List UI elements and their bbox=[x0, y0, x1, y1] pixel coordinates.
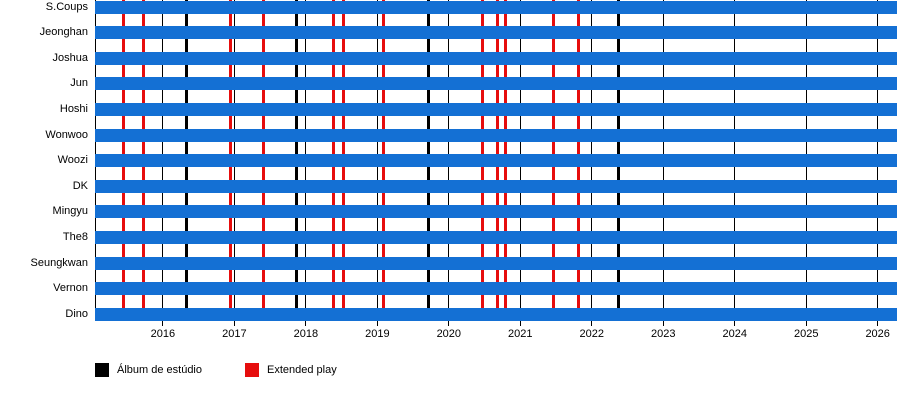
year-label: 2024 bbox=[722, 328, 747, 340]
legend-label-studio-album: Álbum de estúdio bbox=[117, 364, 202, 376]
member-bar-wonwoo bbox=[95, 128, 897, 142]
legend-item-extended-play: Extended play bbox=[245, 363, 337, 377]
year-tick bbox=[591, 321, 593, 326]
year-tick bbox=[734, 321, 736, 326]
member-label: Mingyu bbox=[52, 205, 88, 218]
year-tick bbox=[162, 321, 164, 326]
year-tick bbox=[233, 321, 235, 326]
member-bar-scoups bbox=[95, 0, 897, 14]
year-label: 2017 bbox=[222, 328, 247, 340]
member-bar-seungkwan bbox=[95, 256, 897, 270]
year-label: 2026 bbox=[865, 328, 890, 340]
member-bar-jeonghan bbox=[95, 26, 897, 40]
year-tick bbox=[519, 321, 521, 326]
member-labels-column: S.Coups Jeonghan Joshua Jun Hoshi Wonwoo Woozi… bbox=[0, 0, 89, 330]
member-label: Jun bbox=[70, 77, 88, 90]
member-bar-mingyu bbox=[95, 205, 897, 219]
member-label: Joshua bbox=[52, 51, 88, 64]
year-tick bbox=[805, 321, 807, 326]
member-label: The8 bbox=[62, 230, 88, 243]
member-bar-the8 bbox=[95, 230, 897, 244]
year-label: 2022 bbox=[579, 328, 605, 340]
member-bar-dk bbox=[95, 179, 897, 193]
year-tick bbox=[376, 321, 378, 326]
legend-label-extended-play: Extended play bbox=[267, 364, 337, 376]
member-bar-woozi bbox=[95, 154, 897, 168]
member-label: Woozi bbox=[57, 154, 88, 167]
year-tick bbox=[448, 321, 450, 326]
year-label: 2023 bbox=[651, 328, 676, 340]
year-label: 2020 bbox=[436, 328, 462, 340]
member-label: S.Coups bbox=[45, 0, 88, 13]
member-label: Dino bbox=[65, 307, 88, 320]
plot-area bbox=[95, 0, 897, 321]
member-label: Vernon bbox=[53, 282, 88, 295]
member-label: Hoshi bbox=[59, 102, 88, 115]
year-label: 2019 bbox=[365, 328, 390, 340]
member-bar-vernon bbox=[95, 282, 897, 296]
member-label: Seungkwan bbox=[30, 256, 89, 269]
member-label: DK bbox=[72, 179, 88, 192]
year-tick bbox=[877, 321, 879, 326]
extended-play-swatch bbox=[245, 363, 259, 377]
year-label: 2018 bbox=[293, 328, 319, 340]
year-label: 2025 bbox=[793, 328, 819, 340]
studio-album-swatch bbox=[95, 363, 109, 377]
member-bar-hoshi bbox=[95, 102, 897, 116]
year-tick bbox=[662, 321, 664, 326]
year-label: 2021 bbox=[508, 328, 533, 340]
year-label: 2016 bbox=[150, 328, 176, 340]
member-label: Wonwoo bbox=[45, 128, 88, 141]
member-label: Jeonghan bbox=[39, 26, 88, 39]
x-axis: 2016 2017 2018 2019 2020 2021 2022 2023 2024 2025… bbox=[95, 321, 897, 346]
member-bar-joshua bbox=[95, 51, 897, 65]
member-bar-jun bbox=[95, 77, 897, 91]
member-bar-dino bbox=[95, 307, 897, 321]
legend-item-studio-album: Álbum de estúdio bbox=[95, 363, 202, 377]
year-tick bbox=[305, 321, 307, 326]
